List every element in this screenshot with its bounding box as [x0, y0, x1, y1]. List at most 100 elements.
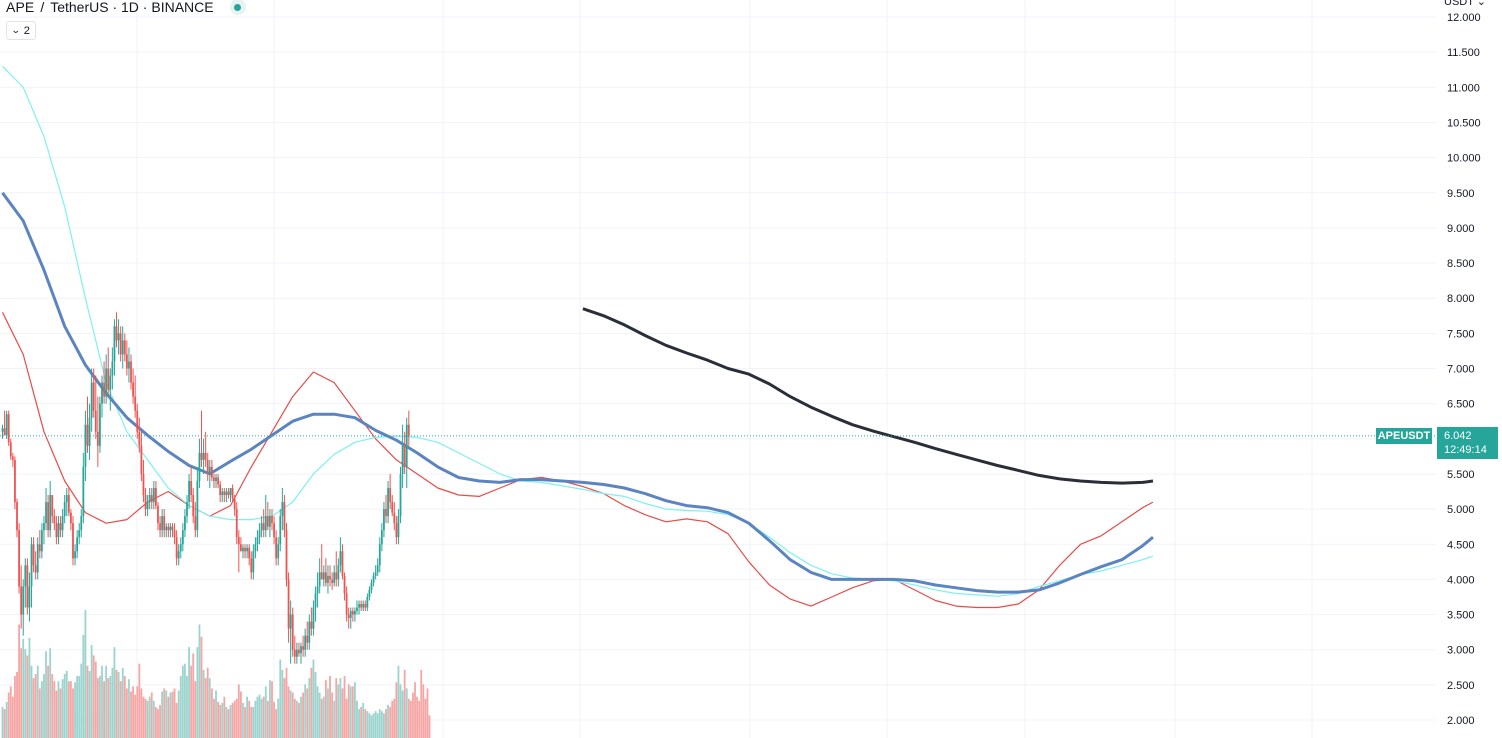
volume-bar: [372, 713, 375, 738]
volume-bar: [304, 684, 307, 738]
volume-bar: [300, 696, 302, 738]
candle-body: [175, 537, 178, 559]
volume-bar: [213, 698, 215, 738]
volume-bar: [358, 709, 360, 738]
volume-bar: [215, 690, 217, 738]
bar-countdown: 12:49:14: [1444, 443, 1487, 456]
candle-body: [385, 509, 387, 517]
volume-bar: [370, 715, 373, 738]
candle-body: [374, 572, 377, 576]
candle-body: [221, 491, 224, 496]
candle-body: [376, 565, 379, 573]
y-tick-label: 4.500: [1447, 539, 1475, 551]
volume-bar: [341, 688, 344, 738]
candle-body: [80, 516, 83, 531]
volume-bar: [161, 691, 164, 738]
volume-bar: [65, 670, 68, 738]
candle-body: [233, 498, 236, 510]
volume-bar: [92, 655, 95, 738]
candle-body: [161, 516, 164, 531]
candle-body: [76, 537, 79, 552]
volume-bar: [277, 698, 280, 738]
moving-average-line: [582, 307, 1154, 485]
candle-body: [387, 488, 389, 517]
candle-body: [293, 649, 296, 657]
candle-body: [302, 646, 304, 650]
candle-body: [20, 586, 23, 615]
volume-bar: [246, 696, 249, 738]
currency-selector[interactable]: USDT ⌄: [1444, 0, 1487, 8]
volume-bar: [45, 651, 47, 738]
candle-body: [393, 512, 396, 524]
candle-body: [7, 414, 10, 443]
volume-bar: [190, 665, 193, 738]
volume-bar: [360, 707, 363, 738]
candle-body: [316, 586, 319, 594]
candle-body: [208, 466, 211, 474]
candle-body: [196, 480, 199, 531]
volume-bar: [223, 696, 226, 738]
candle-body: [61, 516, 64, 531]
volume-bar: [351, 686, 354, 738]
candle-body: [155, 488, 157, 506]
volume-bar: [61, 679, 64, 738]
volume-bar: [310, 667, 313, 738]
candle-body: [314, 593, 317, 608]
candle-body: [368, 589, 371, 597]
candle-body: [132, 382, 134, 397]
volume-bar: [99, 676, 101, 738]
volume-bar: [329, 676, 331, 738]
volume-bar: [34, 674, 37, 738]
volume-bar: [94, 661, 97, 738]
candle-body: [383, 509, 385, 531]
moving-average-line: [2, 65, 1154, 597]
volume-bar: [59, 688, 62, 738]
indicators-toggle-button[interactable]: ⌄ 2: [6, 21, 36, 40]
volume-bar: [233, 700, 236, 738]
volume-bar: [53, 681, 56, 738]
symbol-label: APE: [6, 0, 35, 15]
candle-body: [405, 424, 408, 467]
volume-bar: [109, 676, 112, 738]
candle-body: [354, 611, 356, 615]
volume-bar: [343, 676, 346, 738]
volume-bar: [88, 670, 91, 738]
candle-body: [181, 530, 184, 545]
volume-bar: [184, 663, 186, 738]
volume-bar: [115, 669, 118, 738]
y-tick-label: 4.000: [1447, 574, 1475, 586]
candle-body: [254, 544, 257, 552]
candle-body: [94, 410, 97, 432]
candle-body: [266, 516, 269, 527]
volume-bar: [418, 700, 421, 738]
volume-bar: [405, 688, 408, 738]
volume-bar: [275, 709, 278, 738]
candle-body: [258, 530, 261, 538]
volume-bar: [57, 681, 60, 738]
volume-bar: [269, 680, 271, 738]
volume-bar: [103, 681, 105, 738]
volume-bar: [132, 686, 134, 738]
candle-body: [1, 428, 4, 432]
candle-body: [235, 509, 238, 538]
market-status-icon[interactable]: [229, 0, 246, 15]
y-tick-label: 3.500: [1447, 610, 1475, 622]
volume-bar: [397, 665, 400, 738]
volume-bar: [221, 702, 224, 738]
candle-body: [105, 368, 108, 397]
candle-body: [215, 477, 217, 481]
candle-body: [380, 530, 383, 545]
volume-bar: [181, 665, 184, 738]
candle-body: [333, 572, 336, 583]
y-tick-label: 8.000: [1447, 293, 1475, 305]
volume-bar: [130, 691, 132, 738]
volume-bar: [414, 682, 416, 738]
candle-body: [223, 491, 226, 496]
symbol-header[interactable]: APE / TetherUS · 1D · BINANCE: [6, 0, 246, 17]
volume-bar: [107, 678, 110, 738]
volume-bar: [165, 690, 168, 738]
candle-body: [144, 495, 147, 510]
candle-body: [134, 396, 137, 411]
candle-body: [59, 523, 62, 531]
